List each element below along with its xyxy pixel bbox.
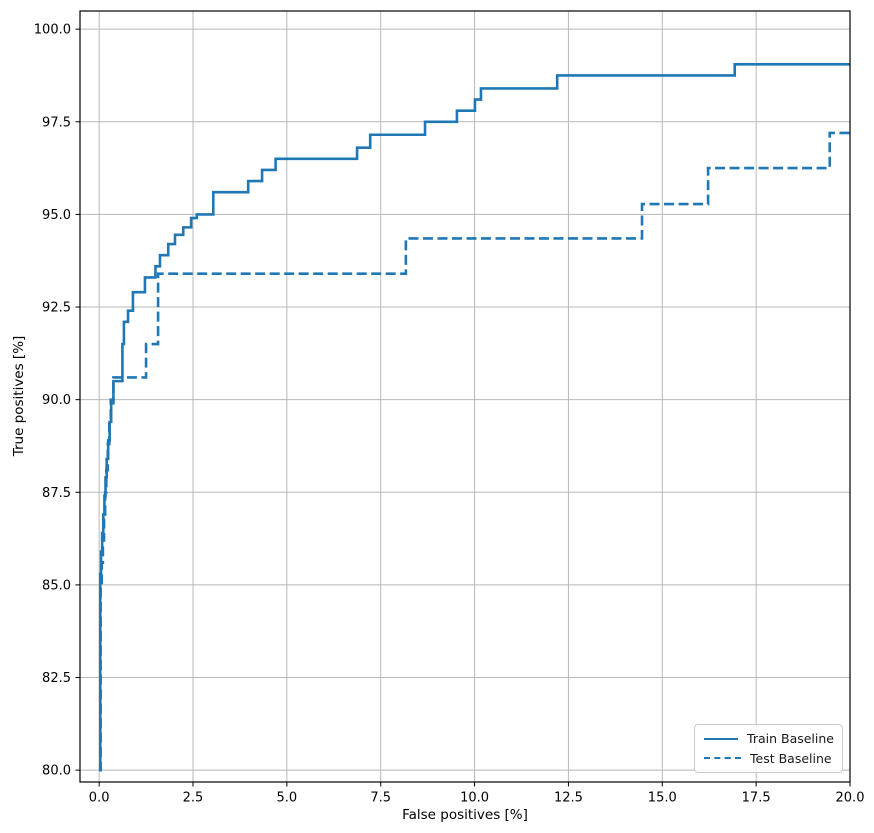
legend-item-train: Train Baseline <box>704 731 834 746</box>
x-tick-label: 15.0 <box>648 791 677 806</box>
test-baseline-line <box>99 131 850 772</box>
legend-label-train: Train Baseline <box>747 731 834 747</box>
y-tick-label: 92.5 <box>42 301 71 316</box>
y-tick-label: 82.5 <box>42 671 71 686</box>
legend-item-test: Test Baseline <box>704 751 834 766</box>
x-tick-label: 5.0 <box>277 791 298 806</box>
x-tick-label: 20.0 <box>836 791 865 806</box>
y-tick-label: 80.0 <box>42 764 71 779</box>
x-tick-label: 17.5 <box>742 791 771 806</box>
y-tick-label: 85.0 <box>42 578 71 593</box>
x-tick-label: 7.5 <box>370 791 391 806</box>
legend-label-test: Test Baseline <box>750 750 832 766</box>
axes-spines <box>79 10 851 783</box>
y-tick-label: 95.0 <box>42 208 71 223</box>
x-tick-label: 12.5 <box>554 791 583 806</box>
y-tick-label: 87.5 <box>42 486 71 501</box>
x-tick-label: 0.0 <box>89 791 110 806</box>
x-tick-label: 2.5 <box>183 791 204 806</box>
x-tick-label: 10.0 <box>460 791 489 806</box>
test-line-sample-icon <box>704 757 741 760</box>
x-axis-label: False positives [%] <box>402 807 528 823</box>
train-line-sample-icon <box>704 737 739 740</box>
y-tick-label: 90.0 <box>42 393 71 408</box>
legend: Train Baseline Test Baseline <box>694 724 843 773</box>
y-tick-label: 100.0 <box>34 23 71 38</box>
y-tick-label: 97.5 <box>42 115 71 130</box>
y-axis-label: True positives [%] <box>11 335 27 457</box>
